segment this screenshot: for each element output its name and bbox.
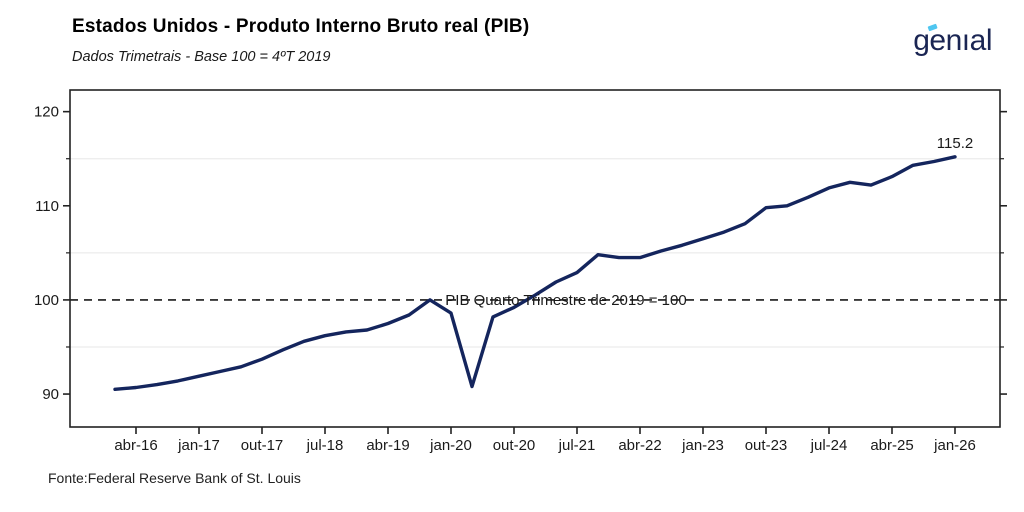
chart-title: Estados Unidos - Produto Interno Bruto r…	[72, 16, 530, 37]
y-tick-label: 110	[35, 198, 59, 215]
gdp-line-chart: 90 100 110 120 abr-16 jan-17 out-17 jul-18 abr-1…	[34, 89, 1007, 454]
logo-text: genıal	[913, 24, 992, 57]
chart-subtitle: Dados Trimetrais - Base 100 = 4ºT 2019	[72, 49, 331, 65]
x-tick-label: jan-23	[681, 437, 724, 454]
y-tick-label: 90	[42, 386, 59, 403]
x-tick-label: jul-24	[810, 437, 848, 454]
x-tick-label: out-23	[745, 437, 788, 454]
gdp-line	[113, 155, 957, 391]
source-note: Fonte:Federal Reserve Bank of St. Louis	[48, 470, 301, 486]
x-tick-label: out-20	[493, 437, 536, 454]
y-tick-label: 100	[34, 292, 59, 309]
x-tick-label: abr-19	[366, 437, 409, 454]
x-tick-label: abr-16	[114, 437, 157, 454]
x-tick-label: jan-20	[429, 437, 472, 454]
genial-logo: genıal	[913, 23, 992, 64]
x-tick-label: jul-18	[306, 437, 344, 454]
x-tick-label: jan-17	[177, 437, 220, 454]
x-tick-label: abr-22	[618, 437, 661, 454]
y-tick-label: 120	[34, 104, 59, 121]
x-tick-label: jan-26	[933, 437, 976, 454]
plot-border	[69, 89, 1001, 428]
x-tick-label: abr-25	[870, 437, 913, 454]
baseline-annotation: PIB Quarto Trimestre de 2019 = 100	[445, 292, 686, 309]
x-tick-label: jul-21	[558, 437, 596, 454]
x-tick-label: out-17	[241, 437, 284, 454]
end-value-label: 115.2	[937, 135, 973, 152]
